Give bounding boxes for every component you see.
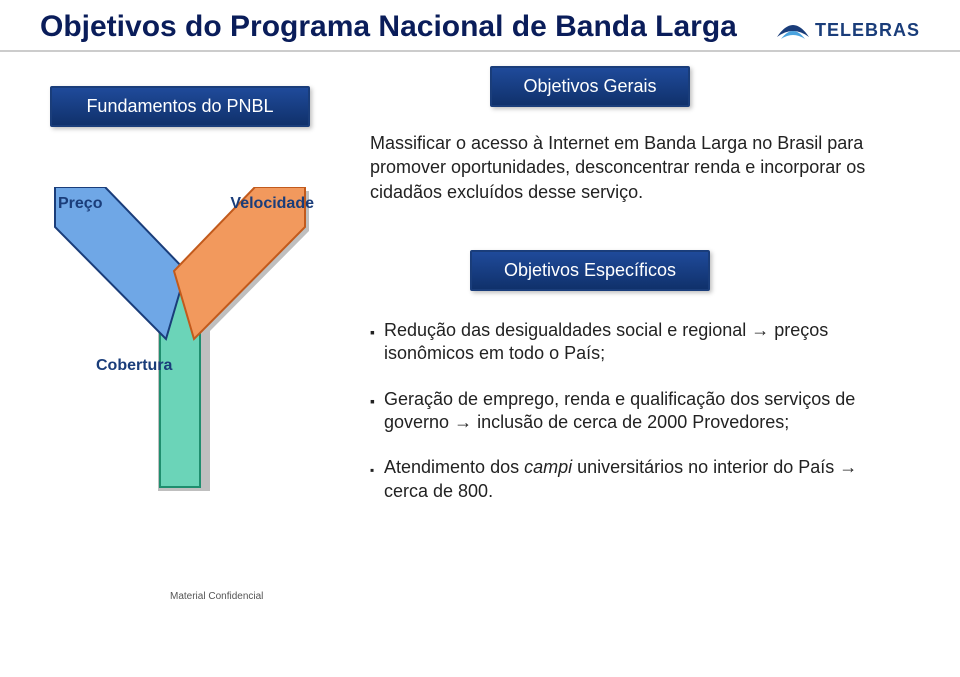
footer-confidential: Material Confidencial xyxy=(170,591,263,602)
spec-item-2-text: Geração de emprego, renda e qualificação… xyxy=(384,388,906,435)
spec-item-1: ▪ Redução das desigualdades social e reg… xyxy=(370,319,906,366)
spec-item-3: ▪ Atendimento dos campi universitários n… xyxy=(370,456,906,503)
objetivos-especificos-banner: Objetivos Específicos xyxy=(470,250,710,291)
content: Fundamentos do PNBL Preço Velocidade Cob… xyxy=(0,52,960,612)
telebras-logo-text: TELEBRAS xyxy=(815,20,920,41)
spec-item-2: ▪ Geração de emprego, renda e qualificaç… xyxy=(370,388,906,435)
bullet-icon: ▪ xyxy=(370,463,384,503)
fundamentos-banner: Fundamentos do PNBL xyxy=(50,86,310,127)
y-diagram-svg xyxy=(50,187,310,497)
y-diagram: Preço Velocidade Cobertura xyxy=(50,187,310,497)
right-column: Objetivos Gerais Massificar o acesso à I… xyxy=(370,66,910,525)
left-column: Fundamentos do PNBL Preço Velocidade Cob… xyxy=(50,86,310,497)
objetivos-especificos-list: ▪ Redução das desigualdades social e reg… xyxy=(370,319,910,503)
telebras-logo: TELEBRAS xyxy=(775,15,920,45)
header: Objetivos do Programa Nacional de Banda … xyxy=(0,0,960,52)
objetivos-gerais-body: Massificar o acesso à Internet em Banda … xyxy=(370,131,910,204)
diagram-label-velocidade: Velocidade xyxy=(230,195,314,213)
spec-item-3-text: Atendimento dos campi universitários no … xyxy=(384,456,906,503)
telebras-logo-icon xyxy=(775,15,811,45)
bullet-icon: ▪ xyxy=(370,323,384,366)
bullet-icon: ▪ xyxy=(370,392,384,435)
page-title: Objetivos do Programa Nacional de Banda … xyxy=(40,10,737,50)
diagram-label-cobertura: Cobertura xyxy=(96,357,172,375)
diagram-label-preco: Preço xyxy=(58,195,102,213)
spec-item-1-text: Redução das desigualdades social e regio… xyxy=(384,319,906,366)
objetivos-gerais-banner: Objetivos Gerais xyxy=(490,66,690,107)
